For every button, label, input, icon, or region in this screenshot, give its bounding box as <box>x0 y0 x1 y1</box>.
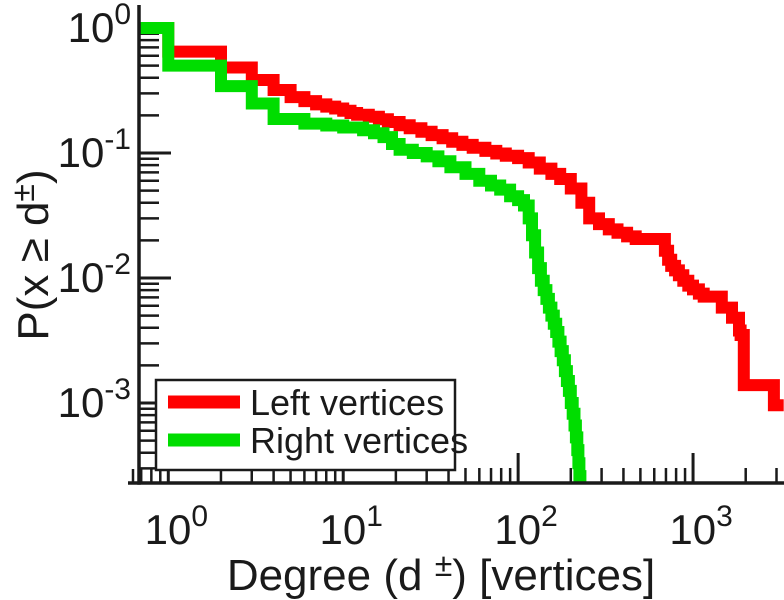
y-axis-tick-labels: 100 10-1 10-2 10-3 <box>58 0 131 426</box>
legend-box <box>154 378 457 472</box>
x-tick-label-10^3: 103 <box>669 500 732 553</box>
y-tick-label-10^0: 100 <box>68 0 131 51</box>
y-tick-label-10^-1: 10-1 <box>58 123 131 176</box>
series-path-left-vertices <box>139 22 784 412</box>
y-axis-major-ticks <box>139 26 171 405</box>
x-tick-label-10^2: 102 <box>494 500 557 553</box>
series-path-right-vertices <box>139 22 587 483</box>
x-axis-tick-labels: 100 101 102 103 <box>145 500 733 553</box>
y-tick-label-10^-3: 10-3 <box>58 373 131 426</box>
data-series <box>139 22 784 483</box>
legend-label-left-vertices: Left vertices <box>250 382 444 423</box>
x-tick-label-10^1: 101 <box>320 500 383 553</box>
y-axis-label: P(x ≥ d±) <box>5 169 58 340</box>
legend: Left vertices Right vertices <box>154 378 468 472</box>
legend-label-right-vertices: Right vertices <box>250 420 468 461</box>
x-axis-label: Degree (d ±) [vertices] <box>227 547 655 600</box>
x-tick-label-10^0: 100 <box>145 500 208 553</box>
y-tick-label-10^-2: 10-2 <box>58 248 131 301</box>
y-axis-minor-ticks <box>139 32 159 470</box>
